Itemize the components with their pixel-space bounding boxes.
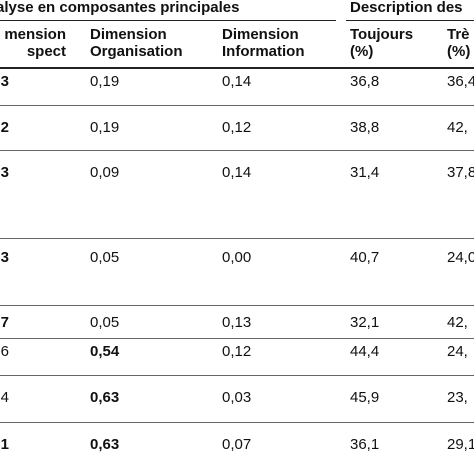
cell: 3 [0,164,9,181]
cell: 0,14 [222,164,252,181]
cell: 36,4 [447,73,474,90]
cell: 24, [447,343,468,360]
cell: 24,0 [447,249,474,266]
cell: 0,05 [90,314,120,331]
column-header: Dimension Organisation [90,26,183,60]
rule [0,238,474,239]
cell: 3 [0,73,9,90]
cell: 29,1 [447,436,474,453]
column-header: Trè (%) [447,26,471,60]
cell: 0,14 [222,73,252,90]
cell: 42, [447,119,468,136]
cell: 31,4 [350,164,380,181]
rule [0,67,474,69]
cell: 1 [0,436,9,453]
rule [346,20,474,21]
cell: 0,05 [90,249,120,266]
cell: 45,9 [350,389,380,406]
rule [0,375,474,376]
rule [0,20,336,21]
rule [0,305,474,306]
cell: 40,7 [350,249,380,266]
cell: 0,09 [90,164,120,181]
rule [0,422,474,423]
cell: 7 [0,314,9,331]
cell: 0,13 [222,314,252,331]
group-header: Description des [350,0,463,16]
cell: 44,4 [350,343,380,360]
cell: 0,63 [90,436,120,453]
cell: 0,12 [222,343,252,360]
cell: 32,1 [350,314,380,331]
cell: 38,8 [350,119,380,136]
cell: 2 [0,119,9,136]
cell: 3 [0,249,9,266]
cell: 0,07 [222,436,252,453]
column-header: Toujours (%) [350,26,414,60]
cell: 36,8 [350,73,380,90]
cell: 37,8 [447,164,474,181]
cell: 4 [0,389,9,406]
cell: 0,12 [222,119,252,136]
column-header: Dimension Information [222,26,305,60]
rule [0,150,474,151]
cell: 0,03 [222,389,252,406]
cell: 42, [447,314,468,331]
group-header: alyse en composantes principales [0,0,240,16]
cell: 36,1 [350,436,380,453]
rule [0,338,474,339]
cell: 0,00 [222,249,252,266]
rule [0,105,474,106]
column-header: mension spect [4,26,66,60]
cell: 0,54 [90,343,120,360]
cell: 0,63 [90,389,120,406]
cell: 0,19 [90,73,120,90]
cell: 0,19 [90,119,120,136]
cell: 23, [447,389,468,406]
cell: 6 [0,343,9,360]
